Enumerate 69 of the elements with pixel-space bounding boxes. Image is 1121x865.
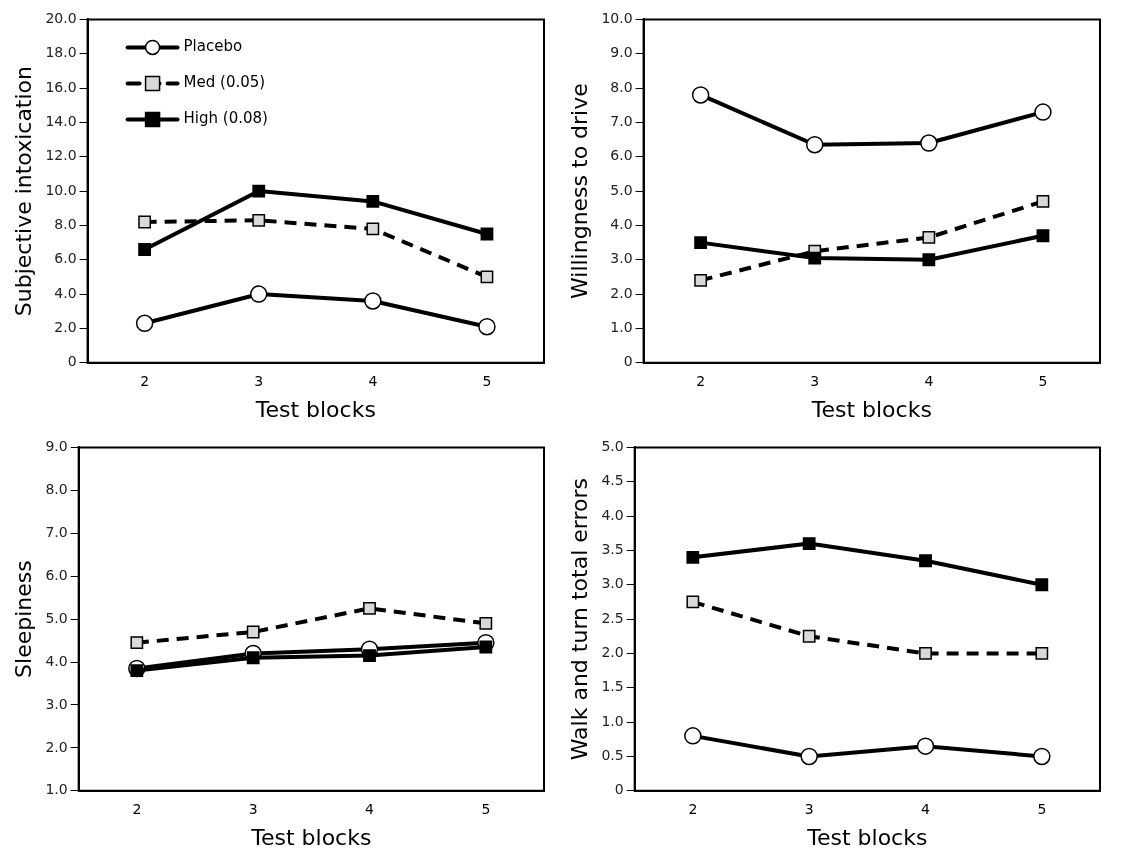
y-tick-label: 8.0 — [610, 78, 633, 95]
y-tick-label: 5.0 — [601, 438, 624, 455]
y-tick-label: 2.0 — [601, 644, 624, 661]
y-tick-label: 8.0 — [54, 216, 77, 233]
y-tick-label: 10.0 — [45, 181, 77, 198]
x-tick-label: 2 — [688, 800, 698, 817]
y-tick-label: 12.0 — [45, 147, 77, 164]
x-axis-title: Test blocks — [806, 824, 928, 850]
y-tick-label: 18.0 — [45, 44, 77, 61]
y-tick-label: 4.5 — [601, 472, 624, 489]
x-tick-label: 5 — [1038, 372, 1048, 389]
y-tick-label: 5.0 — [610, 181, 633, 198]
y-axis-title: Willingness to drive — [566, 83, 592, 299]
x-axis-title: Test blocks — [254, 396, 376, 422]
y-tick-label: 0 — [623, 353, 633, 370]
x-tick-label: 3 — [810, 372, 820, 389]
x-tick-label: 3 — [248, 800, 258, 817]
y-tick-label: 1.0 — [610, 319, 633, 336]
x-tick-label: 4 — [921, 800, 931, 817]
y-tick-label: 6.0 — [54, 250, 77, 267]
y-tick-label: 4.0 — [45, 652, 68, 669]
y-tick-label: 6.0 — [45, 566, 68, 583]
y-tick-label: 16.0 — [45, 78, 77, 95]
legend-label: High (0.08) — [183, 109, 268, 128]
x-tick-label: 2 — [132, 800, 142, 817]
x-tick-label: 5 — [1037, 800, 1047, 817]
y-tick-label: 6.0 — [610, 147, 633, 164]
y-tick-label: 7.0 — [610, 113, 633, 130]
x-tick-label: 5 — [481, 800, 491, 817]
y-tick-label: 2.0 — [54, 319, 77, 336]
y-tick-label: 2.0 — [45, 738, 68, 755]
y-tick-label: 1.5 — [601, 678, 624, 695]
y-axis-title: Sleepiness — [10, 560, 36, 678]
x-tick-label: 2 — [696, 372, 706, 389]
y-tick-label: 0 — [67, 353, 77, 370]
y-tick-label: 20.0 — [45, 10, 77, 27]
y-tick-label: 3.5 — [601, 541, 624, 558]
y-tick-label: 9.0 — [610, 44, 633, 61]
y-tick-label: 5.0 — [45, 609, 68, 626]
y-tick-label: 0 — [614, 781, 624, 798]
y-axis-title: Walk and turn total errors — [566, 477, 592, 761]
x-tick-label: 4 — [368, 372, 378, 389]
x-tick-label: 4 — [365, 800, 375, 817]
x-tick-label: 3 — [804, 800, 814, 817]
y-tick-label: 2.0 — [610, 284, 633, 301]
y-tick-label: 4.0 — [610, 216, 633, 233]
y-tick-label: 3.0 — [601, 575, 624, 592]
x-tick-label: 5 — [482, 372, 492, 389]
y-tick-label: 2.5 — [601, 609, 624, 626]
y-tick-label: 3.0 — [610, 250, 633, 267]
y-tick-label: 8.0 — [45, 480, 68, 497]
legend-label: Placebo — [183, 37, 243, 56]
y-tick-label: 4.0 — [54, 284, 77, 301]
y-tick-label: 1.0 — [45, 781, 68, 798]
y-tick-label: 9.0 — [45, 438, 68, 455]
y-tick-label: 4.0 — [601, 506, 624, 523]
x-axis-title: Test blocks — [810, 396, 932, 422]
x-tick-label: 2 — [140, 372, 150, 389]
y-axis-title: Subjective intoxication — [10, 65, 36, 317]
y-tick-label: 10.0 — [601, 10, 633, 27]
x-tick-label: 3 — [254, 372, 264, 389]
y-tick-label: 0.5 — [601, 747, 624, 764]
y-tick-label: 14.0 — [45, 113, 77, 130]
legend-label: Med (0.05) — [183, 73, 266, 92]
x-axis-title: Test blocks — [250, 824, 372, 850]
y-tick-label: 7.0 — [45, 523, 68, 540]
x-tick-label: 4 — [924, 372, 934, 389]
y-tick-label: 1.0 — [601, 712, 624, 729]
y-tick-label: 3.0 — [45, 695, 68, 712]
